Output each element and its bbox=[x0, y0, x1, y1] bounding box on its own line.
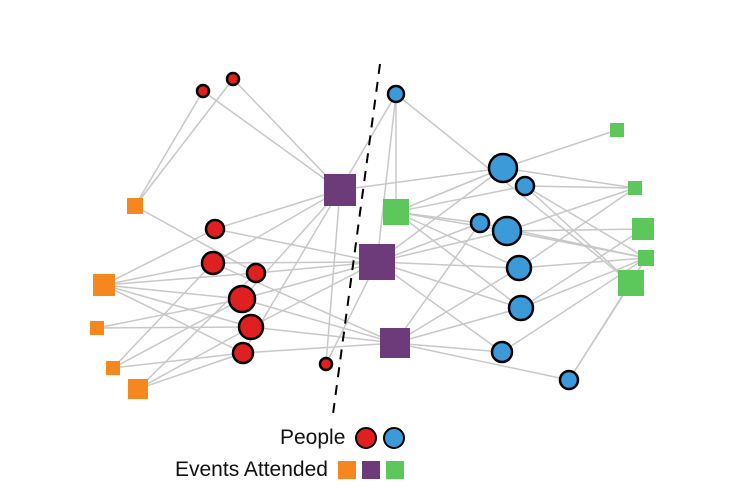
person-node-p2 bbox=[225, 71, 241, 87]
edge-p10-e14 bbox=[395, 93, 632, 284]
person-node-p13 bbox=[469, 212, 491, 234]
edge-p15-e7 bbox=[376, 261, 520, 269]
event-node-e6 bbox=[324, 174, 356, 206]
edge-p11-e6 bbox=[339, 167, 504, 191]
edge-p5-e2 bbox=[103, 272, 257, 286]
edge-p6-e8 bbox=[241, 298, 396, 344]
edge-p12-e11 bbox=[524, 185, 636, 189]
edge-p5-e7 bbox=[255, 261, 378, 274]
legend-events-row: Events Attended bbox=[175, 458, 404, 482]
edge-p7-e3 bbox=[96, 326, 252, 329]
edge-p15-e13 bbox=[518, 257, 647, 269]
edge-p16-e12 bbox=[520, 228, 644, 309]
legend-people-row: People bbox=[280, 426, 406, 450]
legend-people-swatch-red bbox=[355, 427, 378, 449]
edge-p7-e2 bbox=[103, 284, 252, 328]
edge-p10-e7 bbox=[376, 93, 397, 263]
person-node-p4 bbox=[200, 250, 226, 276]
event-node-e9 bbox=[383, 199, 409, 225]
edge-p16-e8 bbox=[394, 307, 522, 344]
event-node-e11 bbox=[628, 181, 642, 195]
divider-dashed-line bbox=[332, 63, 381, 415]
person-node-p8 bbox=[231, 341, 255, 365]
person-node-p15 bbox=[505, 254, 533, 282]
edge-p3-e7 bbox=[214, 228, 378, 263]
edge-p14-e11 bbox=[506, 187, 636, 232]
person-node-p1 bbox=[195, 83, 211, 99]
edge-p3-e2 bbox=[103, 228, 216, 286]
edge-p18-e14 bbox=[568, 282, 632, 381]
person-node-p3 bbox=[204, 218, 226, 240]
event-node-e14 bbox=[618, 270, 644, 296]
edge-p11-e9 bbox=[395, 167, 504, 213]
edge-layer bbox=[96, 78, 647, 390]
edge-p8-e4 bbox=[112, 352, 244, 369]
event-node-e3 bbox=[90, 321, 104, 335]
legend-event-swatch-green bbox=[385, 461, 404, 479]
edge-p17-e7 bbox=[376, 261, 503, 353]
edge-p4-e6 bbox=[212, 189, 341, 264]
edge-p15-e9 bbox=[395, 211, 520, 269]
edge-p6-e4 bbox=[112, 298, 243, 369]
edge-p4-e8 bbox=[212, 262, 396, 344]
edge-p4-e7 bbox=[212, 261, 378, 264]
edge-p15-e11 bbox=[518, 187, 636, 269]
person-node-p6 bbox=[227, 284, 257, 314]
event-node-e5 bbox=[128, 379, 148, 399]
event-node-e12 bbox=[632, 218, 654, 240]
edge-p6-e7 bbox=[241, 261, 378, 300]
event-node-e1 bbox=[127, 198, 143, 214]
person-node-p11 bbox=[487, 152, 519, 184]
event-node-e8 bbox=[380, 328, 410, 358]
edge-p4-e2 bbox=[103, 262, 214, 286]
node-layer bbox=[90, 71, 654, 399]
edge-p11-e11 bbox=[502, 167, 636, 189]
person-node-p18 bbox=[558, 369, 580, 391]
event-node-e10 bbox=[610, 123, 624, 137]
edge-p6-e3 bbox=[96, 298, 243, 329]
edge-p16-e9 bbox=[395, 211, 522, 309]
edge-p2-e1 bbox=[134, 78, 234, 207]
person-node-p7 bbox=[237, 313, 265, 341]
edge-p7-e8 bbox=[250, 326, 396, 344]
legend-people-label: People bbox=[280, 426, 346, 449]
edge-p8-e2 bbox=[103, 284, 244, 354]
edge-p16-e7 bbox=[376, 261, 522, 309]
edge-p1-e1 bbox=[134, 90, 204, 207]
person-node-p14 bbox=[491, 215, 523, 247]
edge-p12-e14 bbox=[524, 185, 632, 284]
event-node-e2 bbox=[93, 274, 115, 296]
edge-p2-e6 bbox=[232, 78, 341, 191]
edge-p8-e8 bbox=[242, 342, 396, 354]
edge-p11-e7 bbox=[376, 167, 504, 263]
event-node-e13 bbox=[638, 250, 654, 266]
person-node-p9 bbox=[318, 356, 334, 372]
edge-p16-e13 bbox=[520, 257, 647, 309]
edge-p8-e5 bbox=[137, 352, 244, 390]
legend-people-swatch-blue bbox=[383, 427, 406, 449]
edge-p7-e7 bbox=[250, 261, 378, 328]
event-node-e4 bbox=[106, 361, 120, 375]
legend-event-swatch-orange bbox=[337, 461, 356, 479]
edge-p17-e8 bbox=[394, 342, 503, 353]
person-node-p5 bbox=[245, 262, 267, 284]
edge-p5-e1 bbox=[134, 205, 257, 274]
edge-p11-e10 bbox=[502, 129, 618, 169]
edge-p3-e6 bbox=[214, 189, 341, 230]
edge-p15-e8 bbox=[394, 267, 520, 344]
legend-event-swatch-purple bbox=[361, 461, 380, 479]
person-node-p12 bbox=[514, 175, 536, 197]
event-node-e7 bbox=[359, 244, 395, 280]
edge-p9-e6 bbox=[325, 189, 341, 365]
edge-p6-e2 bbox=[103, 284, 243, 300]
edge-p1-e6 bbox=[202, 90, 341, 191]
edge-p14-e9 bbox=[395, 211, 508, 232]
person-node-p10 bbox=[386, 84, 406, 104]
edge-p18-e8 bbox=[394, 342, 570, 381]
legend-events-label: Events Attended bbox=[175, 458, 328, 481]
person-node-p16 bbox=[507, 294, 535, 322]
person-node-p17 bbox=[490, 340, 514, 364]
